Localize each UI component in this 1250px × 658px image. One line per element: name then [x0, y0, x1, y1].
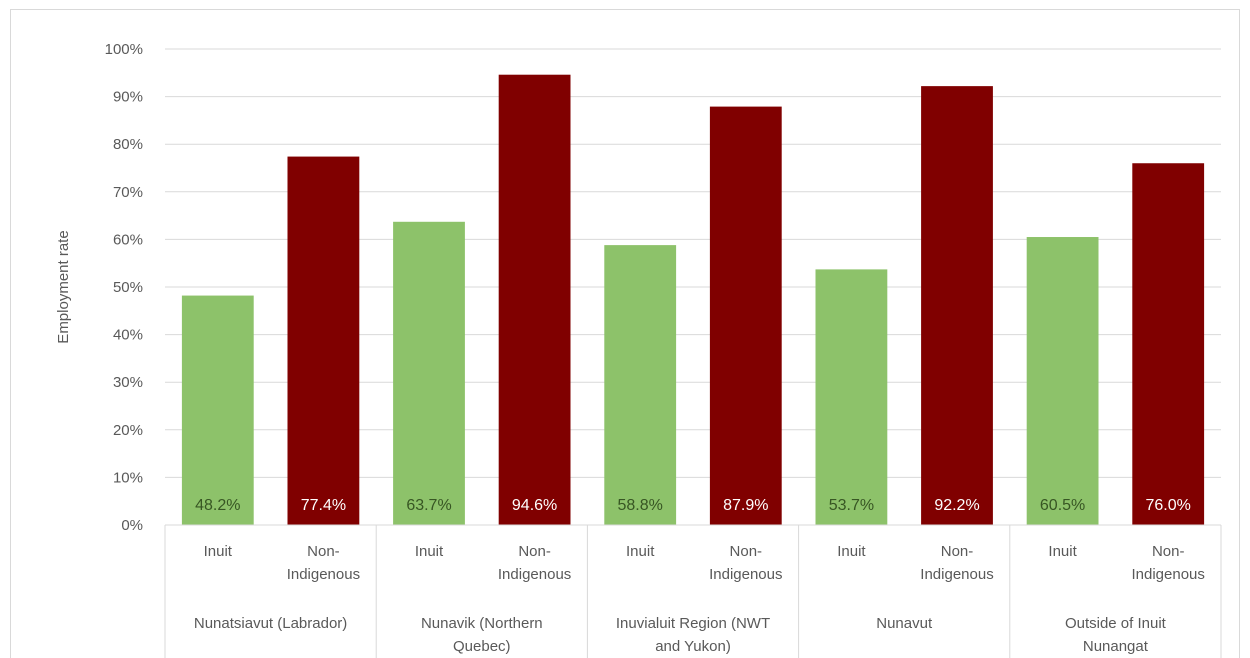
x-tick-label: Inuit — [204, 543, 233, 560]
data-label: 87.9% — [723, 497, 768, 514]
bar — [393, 221, 465, 525]
y-tick-label: 70% — [113, 184, 143, 201]
x-tick-label: Non- — [730, 543, 763, 560]
bar — [1026, 237, 1099, 525]
x-tick-label: Non- — [518, 543, 551, 560]
group-label: and Yukon) — [655, 638, 731, 655]
y-tick-label: 90% — [113, 89, 143, 106]
y-tick-label: 20% — [113, 422, 143, 439]
group-label: Quebec) — [453, 638, 511, 655]
data-label: 63.7% — [406, 497, 451, 514]
x-tick-label: Inuit — [626, 543, 655, 560]
group-label: Nunavik (Northern — [421, 615, 543, 632]
group-label: Nunatsiavut (Labrador) — [194, 615, 347, 632]
bar — [181, 295, 254, 525]
chart-frame — [10, 9, 1240, 658]
y-tick-label: 50% — [113, 279, 143, 296]
x-tick-label: Inuit — [1048, 543, 1077, 560]
bar — [815, 269, 888, 525]
data-label: 76.0% — [1146, 497, 1191, 514]
y-tick-label: 100% — [105, 41, 143, 58]
x-tick-label: Indigenous — [709, 566, 782, 583]
bar — [709, 106, 782, 525]
group-label: Inuvialuit Region (NWT — [616, 615, 770, 632]
x-tick-label: Indigenous — [1131, 566, 1204, 583]
data-label: 77.4% — [301, 497, 346, 514]
bar — [498, 74, 571, 525]
y-tick-label: 80% — [113, 136, 143, 153]
group-label: Nunangat — [1083, 638, 1149, 655]
data-label: 58.8% — [618, 497, 663, 514]
bar — [604, 245, 677, 525]
x-tick-label: Indigenous — [498, 566, 571, 583]
y-axis-label: Employment rate — [55, 230, 72, 343]
x-tick-label: Indigenous — [920, 566, 993, 583]
data-label: 60.5% — [1040, 497, 1085, 514]
y-tick-label: 30% — [113, 374, 143, 391]
bar — [287, 156, 360, 526]
x-tick-label: Inuit — [415, 543, 444, 560]
x-tick-label: Indigenous — [287, 566, 360, 583]
x-tick-label: Non- — [307, 543, 340, 560]
x-tick-label: Non- — [941, 543, 974, 560]
group-label: Outside of Inuit — [1065, 615, 1167, 632]
x-tick-label: Non- — [1152, 543, 1185, 560]
y-tick-label: 60% — [113, 231, 143, 248]
data-label: 92.2% — [934, 497, 979, 514]
x-tick-label: Inuit — [837, 543, 866, 560]
y-tick-label: 40% — [113, 327, 143, 344]
group-label: Nunavut — [876, 615, 933, 632]
data-label: 53.7% — [829, 497, 874, 514]
data-label: 48.2% — [195, 497, 240, 514]
y-tick-label: 10% — [113, 469, 143, 486]
bar — [921, 86, 993, 526]
bar — [1132, 163, 1205, 526]
data-label: 94.6% — [512, 497, 557, 514]
y-tick-label: 0% — [121, 517, 143, 534]
